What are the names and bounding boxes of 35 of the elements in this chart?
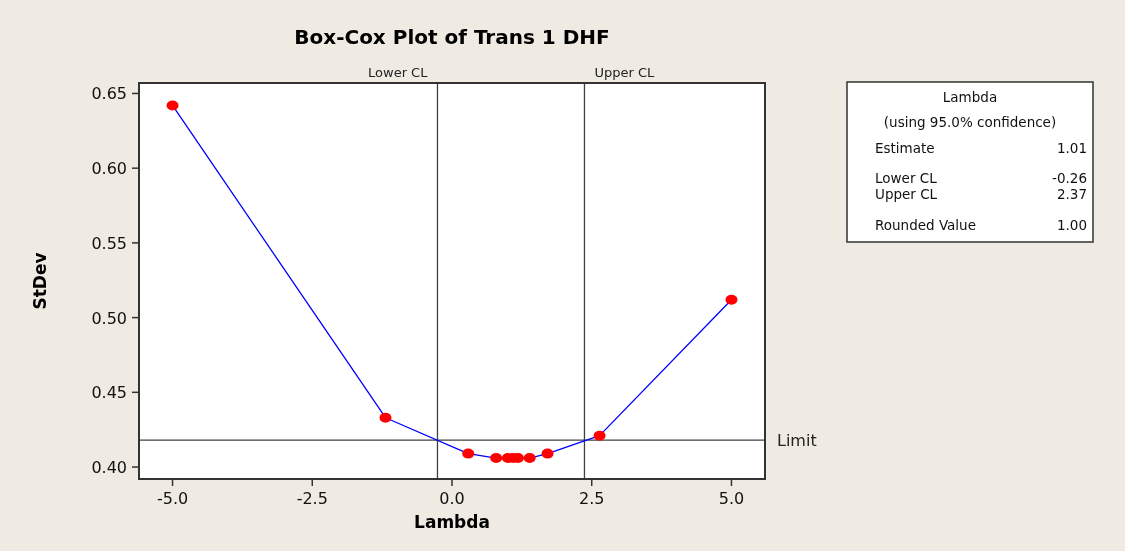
text: Upper CL [875, 186, 938, 202]
x-tick-label: 5.0 [718, 489, 745, 508]
text: (using 95.0% confidence) [883, 114, 1057, 130]
y-tick-label: 0.60 [91, 159, 127, 179]
text: 1.00 [1056, 217, 1087, 233]
chart-title: Box-Cox Plot of Trans 1 DHF [294, 25, 610, 49]
y-tick-label: 0.65 [91, 84, 127, 104]
y-tick-label: 0.40 [91, 458, 127, 478]
x-tick-label: -2.5 [296, 489, 328, 508]
ref-line-label: Lower CL [368, 65, 429, 80]
text: Estimate [875, 140, 935, 156]
x-tick-label: -5.0 [156, 489, 189, 508]
y-axis-title: StDev [30, 252, 50, 310]
y-tick-label: 0.55 [91, 233, 127, 253]
point [490, 453, 503, 464]
ref-line-label: Upper CL [594, 65, 656, 80]
x-tick-label: 0.0 [439, 489, 465, 508]
text: 1.01 [1056, 140, 1087, 156]
x-tick-label: 2.5 [579, 489, 605, 508]
point [166, 100, 179, 111]
text: Lambda [942, 89, 998, 105]
point [462, 448, 475, 459]
point [593, 430, 606, 441]
ref-line-label: Limit [777, 431, 817, 451]
text: Rounded Value [875, 217, 976, 233]
point [523, 453, 536, 464]
point [541, 448, 554, 459]
y-tick-label: 0.45 [91, 383, 127, 403]
text: Lower CL [875, 170, 938, 186]
point [379, 412, 392, 423]
point [725, 294, 738, 305]
y-tick-label: 0.50 [91, 308, 127, 328]
text: -0.26 [1052, 170, 1087, 186]
text: 2.37 [1056, 186, 1087, 202]
x-axis-title: Lambda [414, 512, 490, 532]
